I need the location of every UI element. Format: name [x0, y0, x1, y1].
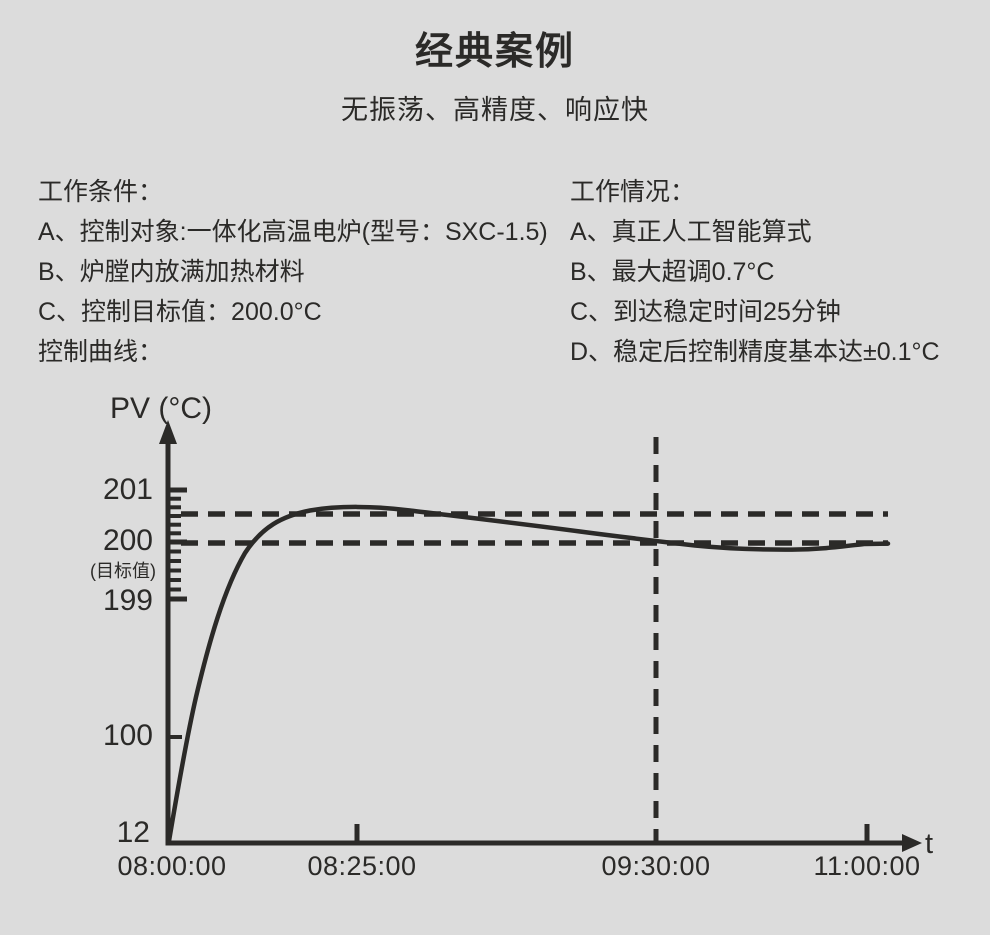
x-axis-arrow-icon [902, 834, 922, 852]
y-tick-label-199: 199 [102, 584, 153, 617]
condition-item-b: B、炉膛内放满加热材料 [38, 258, 305, 286]
x-tick-label-110000: 11:00:00 [813, 851, 921, 881]
status-heading: 工作情况： [570, 178, 696, 206]
y-tick-label-201: 201 [102, 473, 153, 506]
status-item-b: B、最大超调0.7°C [570, 258, 775, 286]
x-tick-label-082500: 08:25:00 [307, 851, 417, 881]
x-axis [165, 834, 922, 852]
status-item-a: A、真正人工智能算式 [570, 218, 812, 246]
condition-item-c: C、控制目标值：200.0°C [38, 298, 322, 326]
control-curve-caption: 控制曲线： [38, 338, 164, 366]
y-tick-label-100: 100 [102, 719, 153, 752]
status-item-c: C、到达稳定时间25分钟 [570, 298, 841, 326]
status-item-d: D、稳定后控制精度基本达±0.1°C [570, 338, 940, 366]
x-tick-label-093000: 09:30:00 [601, 851, 711, 881]
condition-item-a: A、控制对象:一体化高温电炉(型号：SXC-1.5) [38, 218, 548, 246]
x-tick-label-080000: 08:00:00 [117, 851, 227, 881]
working-conditions-section: 工作条件： A、控制对象:一体化高温电炉(型号：SXC-1.5) B、炉膛内放满… [38, 172, 558, 372]
y-tick-label-200: 200 [102, 524, 153, 557]
page-title: 经典案例 [414, 31, 575, 73]
page-subtitle: 无振荡、高精度、响应快 [341, 95, 649, 125]
conditions-heading: 工作条件： [38, 178, 164, 206]
working-status-section: 工作情况： A、真正人工智能算式 B、最大超调0.7°C C、到达稳定时间25分… [570, 172, 980, 372]
y-axis-arrow-icon [159, 420, 177, 444]
x-ticks [354, 824, 870, 843]
target-value-note: (目标值) [90, 561, 156, 581]
x-axis-title: t [925, 828, 934, 860]
y-minor-ticks [168, 496, 182, 739]
y-axis [159, 420, 177, 846]
y-tick-label-12: 12 [116, 816, 150, 849]
y-axis-title: PV (°C) [110, 392, 212, 425]
pv-curve [166, 504, 891, 844]
